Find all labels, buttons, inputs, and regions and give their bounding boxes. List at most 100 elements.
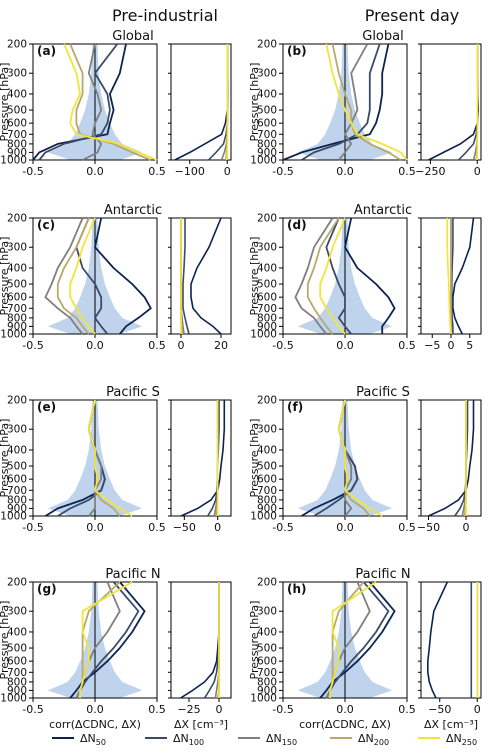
dx-x-tick-label: −50 xyxy=(173,521,196,534)
side-axes-frame xyxy=(170,43,232,161)
x-tick-label: -0.5 xyxy=(22,339,43,352)
legend-subscript: 50 xyxy=(96,738,106,747)
y-axis-label: Pressure [hPa] xyxy=(248,63,261,142)
side-axes-frame xyxy=(170,399,232,517)
y-axis-label: Pressure [hPa] xyxy=(0,419,11,498)
series-line-N100 xyxy=(325,217,352,335)
x-axis-label-corr: corr(ΔCDNC, ΔX) xyxy=(49,718,141,731)
dx-x-tick-label: 0 xyxy=(474,165,481,178)
side-axes-frame xyxy=(420,399,482,517)
panel-letter: (a) xyxy=(37,44,56,58)
dx-x-tick-label: 5 xyxy=(466,339,473,352)
y-tick-label: 1000 xyxy=(0,511,27,523)
x-tick-label: 0.5 xyxy=(398,521,416,534)
y-tick-label: 900 xyxy=(257,503,277,515)
dx-x-tick-label: 20 xyxy=(214,339,228,352)
series-line-N200 xyxy=(56,217,90,335)
y-tick-label: 700 xyxy=(7,303,27,315)
y-tick-label: 700 xyxy=(257,303,277,315)
dx-series-line-N100 xyxy=(207,44,229,161)
y-tick-label: 200 xyxy=(7,213,27,225)
panel-letter: (e) xyxy=(37,400,56,414)
y-tick-label: 800 xyxy=(7,676,27,688)
y-tick-label: 500 xyxy=(7,643,27,655)
y-tick-label: 200 xyxy=(257,39,277,51)
dx-series-line-N50 xyxy=(180,582,220,699)
y-tick-label: 700 xyxy=(7,485,27,497)
y-tick-label: 300 xyxy=(7,242,27,254)
series-line-N50 xyxy=(94,217,152,335)
y-tick-label: 700 xyxy=(257,667,277,679)
legend-subscript: 250 xyxy=(462,738,477,747)
series-line-N50 xyxy=(344,217,396,334)
y-tick-label: 300 xyxy=(7,68,27,80)
dx-x-tick-label: 0 xyxy=(474,703,481,716)
series-line-N50 xyxy=(319,581,396,699)
y-axis-label: Pressure [hPa] xyxy=(0,237,11,316)
legend-subscript: 200 xyxy=(374,738,389,747)
y-tick-label: 800 xyxy=(257,494,277,506)
y-tick-label: 300 xyxy=(257,606,277,618)
x-tick-label: -0.5 xyxy=(22,165,43,178)
x-tick-label: -0.5 xyxy=(22,703,43,716)
y-tick-label: 400 xyxy=(7,88,27,100)
y-tick-label: 200 xyxy=(7,39,27,51)
y-tick-label: 500 xyxy=(7,461,27,473)
y-axis-label: Pressure [hPa] xyxy=(0,601,11,680)
series-line-N50 xyxy=(282,43,390,161)
dx-x-tick-label: −100 xyxy=(175,165,205,178)
panel-title: Pacific N xyxy=(105,567,160,582)
legend-label: ΔN250 xyxy=(446,732,477,747)
legend-item-N50: ΔN50 xyxy=(52,732,106,747)
y-tick-label: 600 xyxy=(7,474,27,486)
y-tick-label: 200 xyxy=(257,395,277,407)
dx-x-tick-label: −50 xyxy=(428,703,451,716)
dx-series-line-N50 xyxy=(174,44,229,161)
x-tick-label: -0.5 xyxy=(272,703,293,716)
x-tick-label: -0.5 xyxy=(272,339,293,352)
series-line-N150 xyxy=(44,217,84,335)
y-axis-label: Pressure [hPa] xyxy=(0,63,11,142)
x-tick-label: 0.0 xyxy=(336,521,354,534)
y-tick-label: 900 xyxy=(257,685,277,697)
legend-label: ΔN150 xyxy=(266,732,297,747)
x-tick-label: 0.0 xyxy=(336,703,354,716)
y-tick-label: 800 xyxy=(257,676,277,688)
legend-item-N250: ΔN250 xyxy=(418,732,477,747)
side-axes-frame xyxy=(420,43,482,161)
y-tick-label: 900 xyxy=(7,503,27,515)
y-axis-label: Pressure [hPa] xyxy=(248,237,261,316)
y-tick-label: 400 xyxy=(257,626,277,638)
dx-series-line-N50 xyxy=(428,44,480,161)
x-tick-label: 0.0 xyxy=(336,165,354,178)
panel-letter: (c) xyxy=(37,218,55,232)
series-line-N250 xyxy=(79,581,133,698)
dx-series-line-N100 xyxy=(450,218,454,334)
dx-x-tick-label: 0 xyxy=(448,339,455,352)
dx-series-line-N50 xyxy=(426,581,449,699)
y-tick-label: 400 xyxy=(7,262,27,274)
series-line-N150 xyxy=(82,43,103,161)
legend-label: ΔN100 xyxy=(173,732,204,747)
dx-series-line-N100 xyxy=(182,218,190,335)
y-tick-label: 200 xyxy=(7,577,27,589)
y-tick-label: 1000 xyxy=(250,511,277,523)
series-line-N250 xyxy=(325,43,408,161)
dx-x-tick-label: 0 xyxy=(463,521,470,534)
y-tick-label: 600 xyxy=(7,656,27,668)
y-tick-label: 800 xyxy=(7,138,27,150)
y-tick-label: 400 xyxy=(7,626,27,638)
dx-x-tick-label: −250 xyxy=(415,165,445,178)
y-tick-label: 600 xyxy=(7,118,27,130)
dx-series-line-N50 xyxy=(428,400,475,517)
y-tick-label: 300 xyxy=(257,424,277,436)
legend-label: ΔN50 xyxy=(80,732,106,747)
panel-letter: (g) xyxy=(37,582,57,596)
series-line-N250 xyxy=(63,43,158,161)
